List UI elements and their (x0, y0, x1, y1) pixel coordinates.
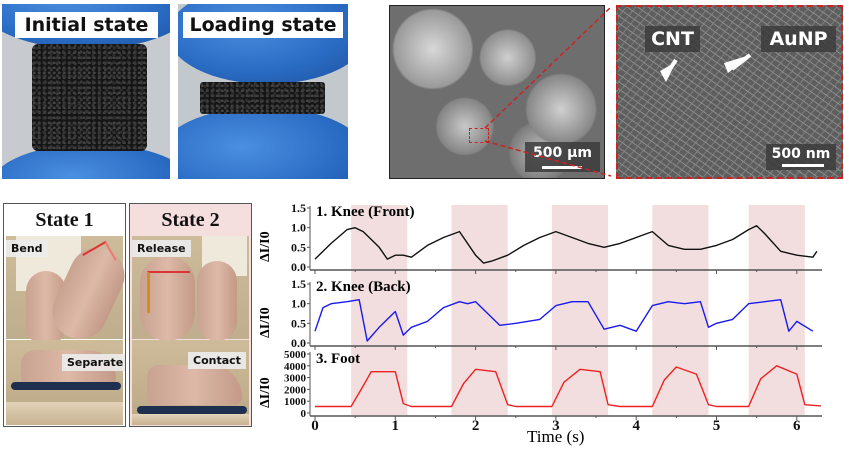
initial-state-label: Initial state (15, 12, 158, 38)
x-tick-label: 3 (552, 418, 560, 434)
sensor-wires (147, 271, 190, 313)
floor (132, 414, 249, 425)
leg (197, 261, 237, 341)
release-tag: Release (132, 240, 191, 257)
sandal (11, 382, 121, 390)
y-tick-label: 2000 (284, 384, 307, 396)
state-2-panel: State 2 Release Contact (129, 203, 252, 427)
y-axis-label-3: ΔI/I0 (258, 377, 273, 408)
y-tick-label: 1.5 (291, 277, 306, 291)
glove-bottom (178, 107, 348, 179)
aunp-annotation: AuNP (761, 26, 836, 52)
y-tick-label: 1.5 (291, 201, 306, 215)
bend-tag: Bend (6, 240, 48, 257)
foam-sample-compressed (200, 82, 325, 114)
x-axis-label: Time (s) (527, 427, 585, 446)
sem-high-magnification: CNT AuNP 500 nm (616, 5, 843, 179)
y-tick-label: 3000 (284, 373, 307, 385)
foam-sample (32, 44, 147, 151)
subplot-title-foot: 3. Foot (316, 351, 361, 367)
sem-low-magnification: 500 µm (389, 5, 605, 179)
series-line (314, 225, 818, 264)
scale-bar (542, 166, 582, 169)
x-tick-label: 5 (713, 418, 721, 434)
x-tick-label: 1 (392, 418, 400, 434)
x-tick-label: 2 (472, 418, 480, 434)
photo-loading-state: Loading state (178, 4, 348, 179)
scale-bar (782, 164, 824, 167)
y-tick-label: 1.0 (291, 221, 306, 235)
y-tick-label: 1.0 (291, 297, 306, 311)
x-tick-label: 6 (793, 418, 801, 434)
foot (147, 365, 242, 405)
state-2-title: State 2 (161, 209, 220, 231)
series-line (315, 365, 821, 408)
state-2-band (551, 205, 609, 415)
y-tick-label: 0.5 (291, 316, 306, 330)
y-tick-label: 0 (301, 408, 307, 420)
state-1-title: State 1 (35, 209, 94, 231)
y-tick-label: 0.0 (291, 260, 306, 274)
scale-label-um: 500 µm (525, 142, 600, 172)
x-tick-label: 4 (632, 418, 640, 434)
photo-initial-state: Initial state (2, 4, 170, 179)
y-axis-label-2: ΔI/I0 (258, 307, 273, 338)
y-axis-label-1: ΔI/I0 (258, 231, 273, 262)
cnt-annotation: CNT (645, 26, 700, 52)
sandal (137, 406, 247, 414)
floor (6, 402, 123, 425)
subplot-title-knee-front: 1. Knee (Front) (316, 204, 415, 220)
y-tick-label: 0.5 (291, 240, 306, 254)
y-tick-label: 4000 (284, 361, 307, 373)
x-tick-label: 0 (311, 418, 319, 434)
zoom-connector-lines (484, 6, 612, 177)
contact-tag: Contact (188, 352, 246, 369)
y-tick-label: 1000 (284, 396, 307, 408)
separate-tag: Separate (62, 354, 125, 371)
knee-release-photo (132, 236, 249, 341)
annotation-arrows (660, 53, 752, 82)
state-1-panel: State 1 Bend Separate (3, 203, 126, 427)
y-tick-label: 5000 (284, 349, 307, 361)
series-line (314, 299, 814, 342)
loading-state-label: Loading state (183, 12, 343, 38)
y-tick-label: 0.0 (291, 336, 306, 350)
subplot-title-knee-back: 2. Knee (Back) (316, 279, 411, 295)
zoom-region-box (469, 128, 489, 143)
state-2-band (748, 205, 805, 415)
